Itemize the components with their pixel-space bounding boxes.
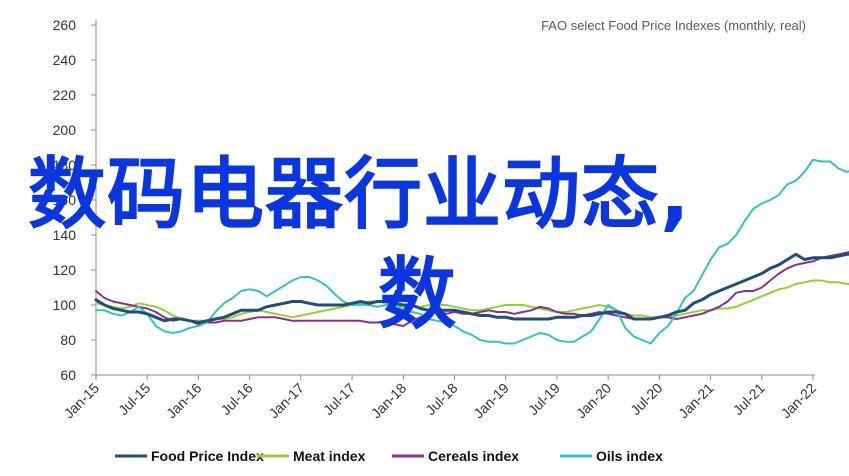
x-tick-label: Jul-16 (217, 380, 255, 418)
x-tick-label: Jan-15 (61, 380, 103, 422)
x-tick-label: Jul-15 (115, 380, 153, 418)
y-tick-label: 80 (60, 332, 76, 348)
x-tick-label: Jul-21 (730, 380, 768, 418)
y-tick-label: 260 (53, 17, 77, 33)
x-tick-label: Jan-20 (573, 380, 615, 422)
y-tick-label: 60 (60, 367, 76, 383)
legend-label: Meat index (293, 448, 366, 464)
y-tick-label: 120 (53, 262, 77, 278)
y-tick-label: 160 (53, 192, 77, 208)
y-tick-label: 140 (53, 227, 77, 243)
x-tick-label: Jul-18 (422, 380, 460, 418)
series-line-meat-index (95, 279, 849, 322)
chart-source-note: FAO select Food Price Indexes (monthly, … (541, 18, 806, 33)
y-tick-label: 220 (53, 87, 77, 103)
x-tick-label: Jul-20 (627, 380, 665, 418)
y-tick-label: 100 (53, 297, 77, 313)
x-tick-label: Jan-22 (778, 380, 820, 422)
chart-legend: Food Price Index Meat index Cereals index O… (115, 448, 663, 464)
x-tick-label: Jan-18 (368, 380, 410, 422)
y-tick-label: 200 (53, 122, 77, 138)
series-layer (94, 158, 849, 345)
legend-label: Cereals index (428, 448, 519, 464)
series-line-cereals-index (95, 251, 849, 327)
y-tick-label: 240 (53, 52, 77, 68)
y-axis: 60 80 100 120 140 160 180 200 220 240 260 (53, 17, 97, 383)
x-tick-label: Jan-21 (675, 380, 717, 422)
headline-overlay-text-2: 数 (378, 250, 457, 340)
y-tick-label: 180 (53, 157, 77, 173)
x-tick-label: Jan-19 (470, 380, 512, 422)
legend-label: Oils index (596, 448, 663, 464)
x-axis: Jan-15 Jul-15 Jan-16 Jul-16 Jan-17 Jul-17 Jan-… (61, 374, 820, 422)
headline-overlay-text: 数码电器行业动态, (28, 150, 691, 240)
x-tick-label: Jan-16 (163, 380, 205, 422)
x-tick-label: Jan-17 (265, 380, 307, 422)
legend-label: Food Price Index (151, 448, 264, 464)
series-line-oils-index (95, 158, 849, 345)
x-tick-label: Jul-17 (320, 380, 358, 418)
x-tick-label: Jul-19 (525, 380, 563, 418)
series-line-food-price-index (94, 252, 849, 324)
